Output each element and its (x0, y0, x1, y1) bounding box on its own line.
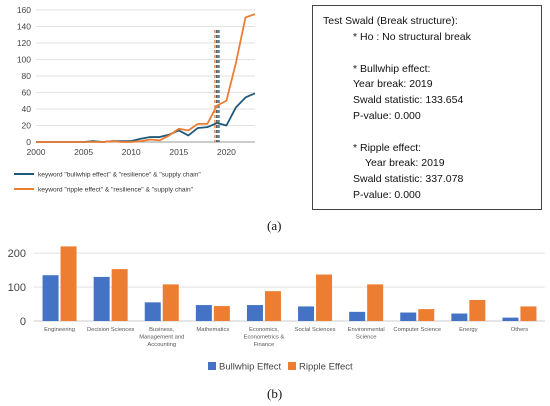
bar (298, 306, 315, 321)
y-tick-label: 100 (17, 55, 31, 65)
x-tick-label: 2000 (27, 147, 46, 157)
x-tick-label: 2020 (217, 147, 236, 157)
category-label: Management and (139, 335, 184, 341)
bar (93, 276, 110, 321)
legend-swatch (288, 362, 296, 370)
test-title: Test Swald (Break structure): (323, 15, 458, 27)
bar (264, 291, 281, 321)
y-tick-label: 200 (8, 248, 26, 260)
category-label: Science (356, 335, 377, 341)
series-line (36, 92, 256, 143)
series-line (36, 13, 256, 143)
bullwhip-swald-statistic: Swald statistic: 133.654 (353, 94, 464, 106)
y-tick-label: 80 (22, 71, 32, 81)
category-label: Computer Science (393, 327, 441, 333)
legend-label: Bullwhip Effect (219, 362, 281, 373)
x-tick-label: 2015 (169, 147, 188, 157)
legend-label: Ripple Effect (299, 362, 353, 373)
bar (418, 309, 435, 321)
category-label: Mathematics (196, 327, 229, 333)
bar (195, 305, 212, 321)
y-tick-label: 140 (17, 22, 31, 32)
bar-chart-category-labels: Engineering Decision Sciences Business, Man… (44, 327, 528, 348)
category-label: Accounting (147, 342, 176, 348)
bar-chart-bars (42, 246, 537, 321)
category-label: Others (511, 327, 528, 333)
line-chart-gridlines (36, 9, 255, 126)
bar (246, 305, 263, 321)
ripple-swald-statistic: Swald statistic: 337.078 (353, 173, 464, 185)
structural-break-test-box: Test Swald (Break structure): * Ho : No … (312, 5, 542, 210)
bar (111, 269, 128, 321)
panel-a-label: (a) (267, 218, 282, 233)
bar (469, 299, 486, 321)
bar (367, 284, 384, 321)
bar (520, 306, 537, 321)
ripple-year-break: Year break: 2019 (365, 157, 445, 169)
y-tick-label: 120 (17, 38, 31, 48)
bar-chart: 0 100 200 Engineering Decision Sciences Busi… (8, 246, 545, 373)
category-label: Engineering (44, 327, 75, 333)
line-chart-legend: keyword "bullwhip effect" & "resilience"… (14, 172, 201, 194)
category-label: Finance (254, 342, 275, 348)
y-tick-label: 100 (8, 282, 26, 294)
y-tick-label: 60 (22, 88, 32, 98)
category-label: Business, (149, 327, 175, 333)
null-hypothesis: * Ho : No structural break (353, 31, 471, 43)
bar-chart-axes: 0 100 200 (8, 248, 26, 328)
y-tick-label: 20 (22, 121, 32, 131)
x-tick-label: 2005 (74, 147, 93, 157)
line-chart-series (36, 13, 256, 143)
x-tick-label: 2010 (122, 147, 141, 157)
category-label: Econometrics & (244, 335, 285, 341)
category-label: Economics, (249, 327, 279, 333)
ripple-p-value: P-value: 0.000 (353, 189, 421, 201)
y-tick-label: 40 (22, 104, 32, 114)
legend-swatch (208, 362, 216, 370)
y-tick-label: 0 (26, 137, 31, 147)
category-label: Decision Sciences (87, 327, 134, 333)
bullwhip-year-break: Year break: 2019 (353, 78, 433, 90)
category-label: Energy (459, 327, 477, 333)
bar-chart-legend: Bullwhip Effect Ripple Effect (208, 362, 353, 373)
bar (144, 302, 161, 321)
bar (162, 284, 179, 321)
bar (451, 313, 468, 321)
panel-b-label: (b) (267, 386, 283, 401)
category-label: Social Sciences (295, 327, 336, 333)
bar (400, 312, 417, 321)
line-chart: 0 20 40 60 80 100 120 140 160 2000 2005 2010 2015 202… (14, 5, 256, 194)
legend-label: keyword "ripple effect" & "resilience" &… (38, 187, 194, 194)
line-chart-break-marker (214, 30, 220, 142)
bar (349, 311, 366, 321)
bar-chart-gridlines (34, 252, 545, 322)
y-tick-label: 0 (20, 316, 26, 328)
bullwhip-p-value: P-value: 0.000 (353, 110, 421, 122)
y-tick-label: 160 (17, 5, 31, 15)
bar (42, 275, 59, 321)
legend-label: keyword "bullwhip effect" & "resilience"… (38, 172, 201, 179)
bar (316, 274, 333, 321)
ripple-header: * Ripple effect: (353, 142, 422, 154)
bar (60, 246, 77, 321)
bullwhip-header: * Bullwhip effect: (353, 63, 431, 75)
bar (213, 306, 230, 321)
bar (502, 317, 519, 321)
category-label: Environmental (348, 327, 385, 333)
